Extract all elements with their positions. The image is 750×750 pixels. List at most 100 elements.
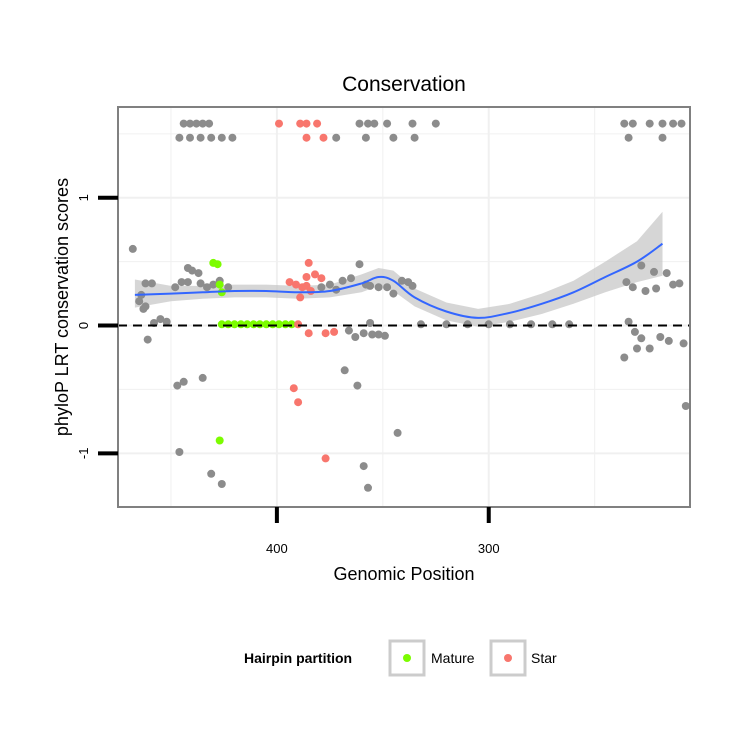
point-star: [302, 273, 311, 281]
point-star: [294, 320, 303, 329]
point-star: [285, 278, 294, 287]
point-other: [332, 133, 341, 142]
point-other: [217, 133, 226, 142]
point-other: [408, 119, 417, 128]
point-other: [340, 366, 349, 375]
point-other: [175, 448, 184, 456]
point-mature: [209, 258, 218, 267]
smooth-line-layer: [134, 242, 664, 319]
point-other: [679, 339, 688, 348]
point-other: [374, 283, 383, 292]
point-other: [186, 133, 194, 142]
legend-item-star: Star: [489, 639, 557, 677]
point-other: [141, 302, 150, 311]
legend: Hairpin partition Mature Star: [244, 639, 557, 677]
point-other: [188, 266, 197, 275]
point-star: [319, 133, 328, 142]
point-other: [317, 283, 326, 292]
panel-border: [117, 106, 691, 508]
point-other: [355, 119, 364, 128]
point-star: [306, 287, 315, 295]
point-other: [383, 283, 392, 292]
point-star: [313, 119, 322, 128]
point-other: [628, 119, 637, 128]
point-other: [156, 315, 165, 324]
y-tick-label: 1: [76, 194, 91, 201]
point-star: [294, 398, 303, 407]
confidence-band-layer: [134, 211, 663, 327]
point-other: [652, 284, 661, 293]
point-other: [677, 119, 686, 128]
point-other: [179, 119, 188, 128]
point-other: [389, 133, 398, 142]
y-tick-label: -1: [76, 448, 91, 460]
smooth-line: [134, 242, 664, 319]
point-star: [304, 329, 313, 338]
point-other: [207, 469, 216, 478]
point-other: [410, 133, 419, 142]
point-other: [359, 462, 368, 471]
point-other: [408, 281, 417, 290]
point-other: [179, 377, 188, 386]
point-other: [442, 320, 451, 329]
point-other: [325, 280, 334, 289]
point-other: [209, 280, 218, 289]
point-other: [463, 320, 472, 329]
x-axis-title: Genomic Position: [333, 564, 474, 584]
legend-label-star: Star: [531, 650, 557, 666]
point-other: [622, 278, 631, 287]
point-other: [656, 333, 665, 341]
point-other: [177, 278, 186, 287]
point-other: [344, 326, 353, 335]
point-star: [330, 327, 339, 336]
point-other: [217, 480, 226, 488]
point-other: [650, 267, 658, 276]
point-other: [370, 119, 379, 128]
point-other: [175, 133, 184, 142]
point-other: [645, 119, 654, 128]
point-other: [135, 297, 144, 306]
point-other: [228, 133, 237, 142]
point-other: [664, 336, 673, 345]
x-tick-label: 300: [478, 541, 500, 556]
point-other: [630, 327, 639, 336]
point-other: [431, 119, 440, 128]
point-other: [186, 119, 194, 128]
point-other: [128, 244, 137, 253]
point-other: [198, 119, 207, 128]
point-other: [620, 353, 629, 362]
point-other: [624, 317, 633, 326]
point-star: [275, 119, 283, 128]
legend-label-mature: Mature: [431, 650, 475, 666]
point-other: [347, 274, 355, 283]
point-other: [359, 329, 368, 338]
point-other: [669, 119, 678, 128]
point-other: [196, 279, 205, 288]
point-other: [565, 320, 574, 329]
point-other: [416, 320, 425, 329]
grid-lines: [118, 107, 690, 507]
point-star: [292, 280, 300, 289]
point-other: [484, 320, 493, 329]
point-other: [162, 317, 171, 326]
point-other: [183, 278, 192, 287]
axis-ticks: 400 300 -1 0 1: [76, 194, 500, 556]
point-other: [207, 133, 216, 142]
point-star: [321, 329, 330, 338]
point-mature: [230, 320, 239, 329]
point-other: [637, 261, 646, 270]
confidence-band: [134, 211, 663, 327]
point-other: [192, 119, 201, 128]
point-other: [368, 330, 377, 339]
point-star: [296, 119, 305, 128]
point-other: [397, 276, 406, 285]
point-other: [669, 280, 678, 289]
point-other: [147, 279, 156, 288]
point-other: [548, 320, 557, 329]
point-other: [628, 283, 637, 292]
y-tick-label: 0: [76, 322, 91, 329]
point-other: [361, 133, 370, 142]
point-other: [196, 133, 205, 142]
point-other: [203, 283, 211, 292]
